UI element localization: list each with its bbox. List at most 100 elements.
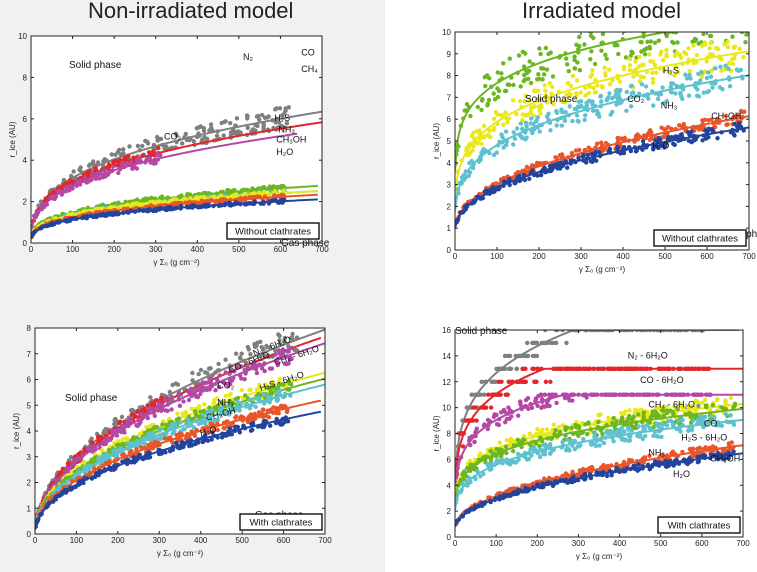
point-nh3 [618,100,623,106]
y-axis-label: r_ice (AU) [432,123,441,159]
point-h2s [637,16,641,20]
point-co2 [214,396,220,401]
point-ch4 [130,166,135,171]
point-n2 [117,147,122,153]
point-nh3 [278,388,283,393]
point-ch3oh [524,164,530,170]
point-h2s [131,435,136,440]
point-h2s [739,32,745,35]
point-ch4 [506,405,511,410]
point-h2s [644,24,648,28]
point-co [82,446,87,452]
point-h2s [638,39,643,45]
point-ch4 [474,426,479,431]
point-h2s [591,35,596,41]
point-n2 [202,134,207,140]
point-n2 [257,117,262,122]
point-nh3 [624,108,629,114]
point-co2 [691,61,697,66]
point-ch4 [111,164,116,169]
point-ch4 [269,366,275,371]
point-co2 [263,382,268,387]
point-ch3oh [273,406,279,411]
y-tick-label: 4 [23,156,28,165]
point-ch4 [570,398,575,403]
point-ch4 [254,370,260,376]
point-h2s [647,44,652,50]
point-h2s [577,34,582,40]
point-co2 [650,76,656,82]
point-h2s [721,25,725,29]
point-nh3 [604,98,609,103]
fit-line-ch4 [31,132,298,235]
point-h2o [715,136,720,141]
point-co [118,419,123,424]
point-nh3 [582,117,587,123]
point-n2 [196,371,201,377]
point-h2s [535,77,540,82]
point-nh3 [629,91,634,96]
point-co2 [730,61,736,67]
point-co [458,431,463,436]
point-n2 [560,330,565,333]
point-co2 [707,407,713,413]
point-co2 [497,440,502,445]
point-ch4 [547,392,552,397]
point-n2 [148,395,153,400]
y-tick-label: 0 [27,530,32,539]
point-n2 [508,366,514,371]
point-ch4 [542,404,548,409]
point-nh3 [610,96,615,101]
y-tick-label: 8 [447,72,452,81]
y-axis-label: r_ice (AU) [8,121,17,157]
y-tick-label: 4 [447,159,452,168]
point-n2 [502,353,508,359]
point-co2 [673,65,679,70]
point-h2o [565,165,570,170]
point-nh3 [182,427,187,432]
point-n2 [525,340,530,346]
y-tick-label: 0 [447,246,452,255]
point-co2 [567,91,572,96]
point-h2o [209,437,214,442]
point-co [520,366,525,371]
species-label-nh3: NH₃ [217,397,234,407]
y-tick-label: 1 [27,504,32,513]
point-h2s [592,61,598,67]
point-co2 [532,104,537,109]
point-h2s [596,419,601,425]
point-n2 [68,455,74,460]
point-ch4 [82,175,87,180]
point-h2s [600,32,606,37]
point-ch3oh [162,436,168,441]
point-co2 [568,83,574,89]
point-n2 [273,107,278,112]
point-h2s [730,34,735,39]
point-co2 [81,459,87,465]
point-n2 [89,436,94,441]
point-h2s [628,21,632,25]
y-axis-label: r_ice (AU) [12,413,21,449]
point-h2o [261,419,266,424]
point-n2 [290,331,295,337]
fit-line-nh3 [455,74,749,212]
point-co2 [542,83,547,88]
point-h2s [145,428,151,433]
point-co [460,444,466,449]
point-h2o [621,144,627,150]
point-co2 [497,112,503,118]
point-h2s [612,43,618,48]
point-co2 [532,88,537,93]
point-h2s [219,400,224,405]
point-ch4 [152,413,157,418]
point-h2s [624,21,628,25]
point-h2s [485,103,490,108]
fit-line-n2 [455,330,739,486]
point-nh3 [261,391,267,397]
point-ch4 [217,373,222,378]
point-nh3 [563,109,568,115]
point-co2 [661,68,667,73]
point-n2 [223,357,228,362]
point-n2 [564,340,569,346]
